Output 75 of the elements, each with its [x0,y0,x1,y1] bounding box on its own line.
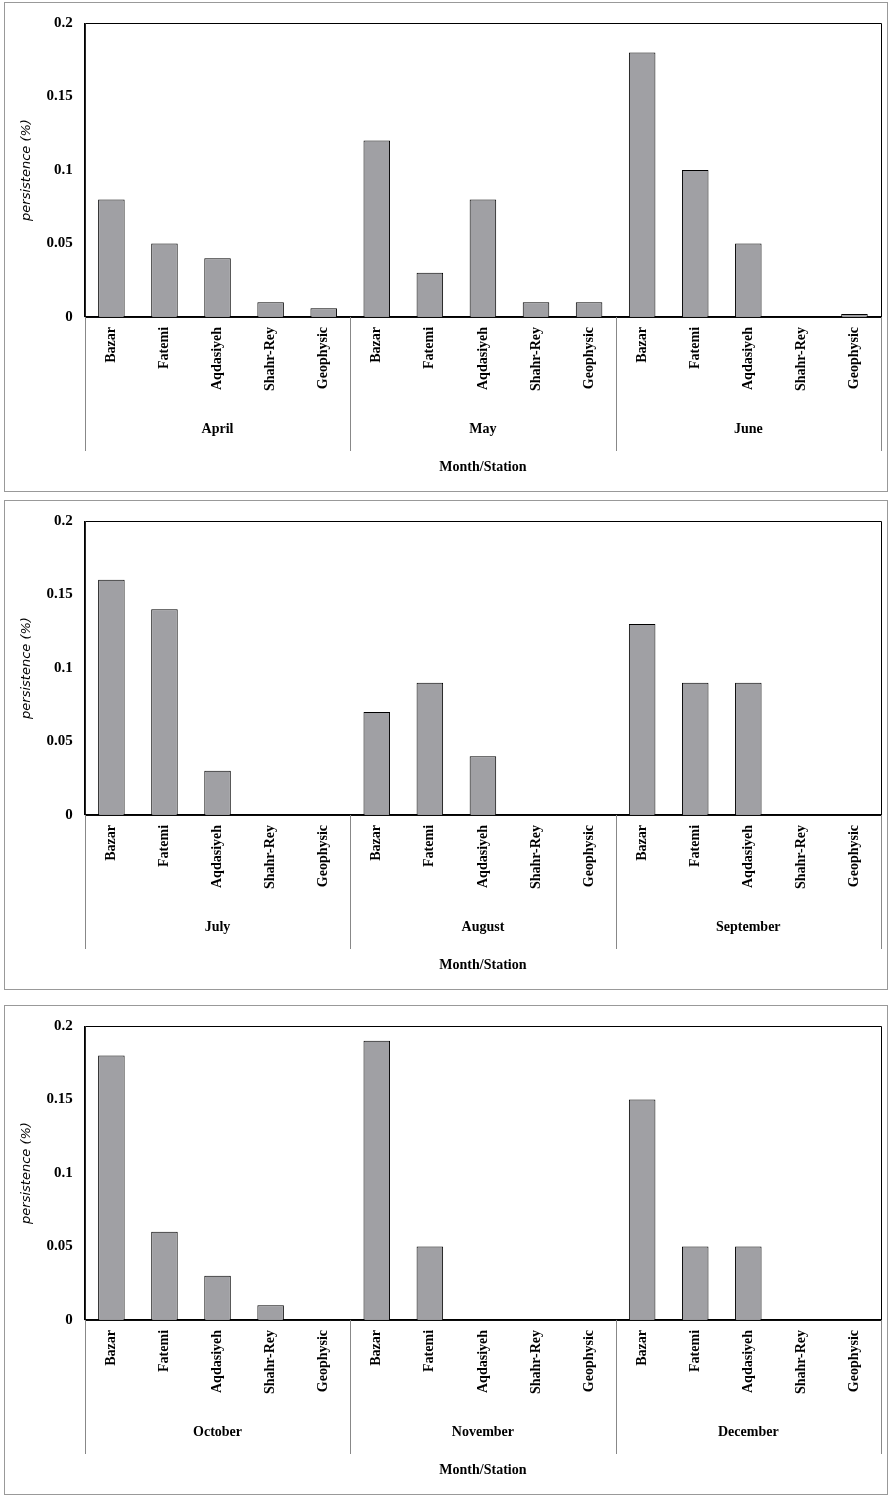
x-tick-label: Geophysic [580,326,596,390]
y-tick-label: 0.05 [46,732,73,749]
x-tick-label: Bazar [633,824,649,861]
y-axis-title: persistence (%) [18,119,34,222]
x-tick-label: Aqdasiyeh [209,1329,225,1393]
x-tick-label: Shahr-Rey [527,824,543,890]
text: December [717,1423,779,1439]
text: April [201,420,234,436]
y-tick-label: 0 [65,1310,73,1327]
text: November [451,1423,515,1439]
x-tick-label: Geophysic [846,824,862,888]
x-tick-label: Fatemi [686,824,702,867]
x-tick-label: Fatemi [156,824,172,867]
x-tick-label: Geophysic [580,824,596,888]
x-axis-title: Month/Station [439,458,527,474]
text: October [193,1423,243,1439]
x-axis-title: Month/Station [439,956,527,972]
y-tick-label: 0.1 [54,160,73,177]
x-tick-label: Aqdasiyeh [209,326,225,390]
x-tick-label: Aqdasiyeh [474,326,490,390]
y-tick-label: 0.2 [54,1016,73,1033]
text: June [733,420,763,436]
y-tick-label: 0.1 [54,1163,73,1180]
x-tick-label: Aqdasiyeh [209,824,225,888]
x-tick-label: Fatemi [686,326,702,369]
x-tick-label: Bazar [368,824,384,861]
y-tick-label: 0.05 [46,1237,73,1254]
x-tick-label: Shahr-Rey [527,1329,543,1395]
x-tick-label: Bazar [103,1329,118,1366]
x-tick-label: Geophysic [315,1329,331,1393]
y-tick-label: 0.2 [54,13,73,30]
text: August [461,918,505,934]
x-tick-label: Shahr-Rey [262,326,278,392]
x-tick-label: Fatemi [421,326,437,369]
x-tick-label: Geophysic [315,326,331,390]
y-tick-label: 0.1 [54,658,73,675]
x-tick-label: Bazar [103,824,118,861]
y-tick-label: 0.15 [46,585,73,602]
x-tick-label: Bazar [368,1329,384,1366]
text: July [204,918,231,934]
text: September [716,918,781,934]
y-tick-label: 0.15 [46,1090,73,1107]
x-tick-label: Aqdasiyeh [474,1329,490,1393]
x-tick-label: Shahr-Rey [527,326,543,392]
x-tick-label: Aqdasiyeh [739,1329,755,1393]
y-tick-label: 0 [65,307,73,324]
x-tick-label: Fatemi [156,326,172,369]
x-tick-label: Fatemi [421,824,437,867]
x-tick-label: Bazar [103,326,118,363]
x-tick-label: Shahr-Rey [792,1329,808,1395]
y-tick-label: 0.05 [46,234,73,251]
x-tick-label: Shahr-Rey [262,824,278,890]
x-tick-label: Aqdasiyeh [739,326,755,390]
y-tick-label: 0.15 [46,87,73,104]
x-tick-label: Bazar [633,1329,649,1366]
x-tick-label: Aqdasiyeh [739,824,755,888]
x-tick-label: Geophysic [315,824,331,888]
x-tick-label: Bazar [633,326,649,363]
y-axis-title: persistence (%) [18,1122,34,1225]
x-tick-label: Shahr-Rey [262,1329,278,1395]
y-tick-label: 0.2 [54,511,73,528]
x-tick-label: Geophysic [846,326,862,390]
y-axis-title: persistence (%) [18,617,34,720]
x-tick-label: Fatemi [421,1329,437,1372]
x-tick-label: Shahr-Rey [792,824,808,890]
y-tick-label: 0 [65,805,73,822]
x-tick-label: Shahr-Rey [792,326,808,392]
x-tick-label: Geophysic [580,1329,596,1393]
x-tick-label: Fatemi [156,1329,172,1372]
x-tick-label: Bazar [368,326,384,363]
x-tick-label: Aqdasiyeh [474,824,490,888]
x-tick-label: Geophysic [846,1329,862,1393]
text: May [469,420,497,436]
x-tick-label: Fatemi [686,1329,702,1372]
x-axis-title: Month/Station [439,1461,527,1477]
